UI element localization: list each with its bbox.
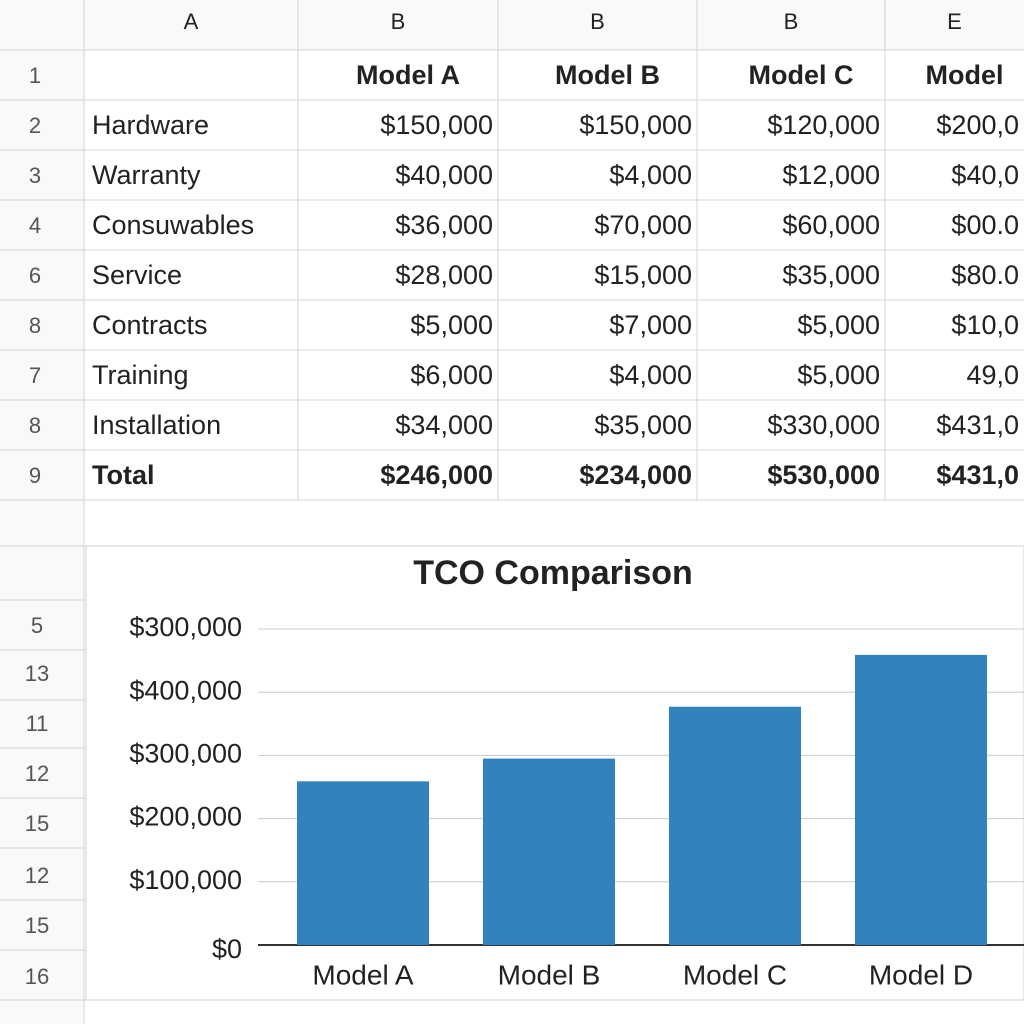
bar: [483, 758, 615, 945]
cell-value: $431,0: [936, 410, 1019, 440]
column-header: B: [590, 9, 605, 34]
cell-value: $246,000: [380, 460, 493, 490]
cell-value: $70,000: [594, 210, 692, 240]
row-number: 16: [25, 964, 49, 989]
cell-value: $530,000: [767, 460, 880, 490]
y-tick-label: $400,000: [129, 675, 242, 705]
row-number: 6: [29, 263, 41, 288]
row-number: 11: [26, 711, 49, 736]
cell-value: $150,000: [579, 110, 692, 140]
cell-value: $80.0: [951, 260, 1019, 290]
x-tick-label: Model D: [869, 959, 973, 990]
cell-value: $10,0: [951, 310, 1019, 340]
row-header-bar: [0, 0, 84, 1024]
cell-value: $4,000: [609, 160, 692, 190]
cell-value: $40,000: [395, 160, 493, 190]
cell-value: $15,000: [594, 260, 692, 290]
column-title: Model A: [356, 60, 460, 90]
column-title: Model: [926, 60, 1004, 90]
cell-value: $5,000: [410, 310, 493, 340]
cell-value: $150,000: [380, 110, 493, 140]
y-tick-label: $300,000: [129, 739, 242, 769]
cell-value: $28,000: [395, 260, 493, 290]
row-number: 5: [31, 613, 43, 638]
cell-value: $5,000: [797, 310, 880, 340]
row-label: Consuwables: [92, 210, 254, 240]
y-tick-label: $300,000: [129, 612, 242, 642]
y-tick-label: $100,000: [129, 865, 242, 895]
chart-title: TCO Comparison: [413, 554, 693, 592]
row-label: Warranty: [92, 160, 201, 190]
bar: [669, 706, 801, 945]
x-tick-label: Model C: [683, 959, 787, 990]
cell-value: $34,000: [395, 410, 493, 440]
row-number: 3: [29, 163, 41, 188]
cell-value: $35,000: [594, 410, 692, 440]
row-number: 15: [25, 811, 49, 836]
cell-value: $330,000: [767, 410, 880, 440]
cell-value: $7,000: [609, 310, 692, 340]
cell-value: $00.0: [951, 210, 1019, 240]
row-number: 12: [25, 863, 49, 888]
bar: [297, 781, 429, 945]
column-header: A: [184, 9, 199, 34]
cell-value: $35,000: [782, 260, 880, 290]
column-header: B: [391, 9, 406, 34]
cell-value: $40,0: [951, 160, 1019, 190]
cell-value: $234,000: [579, 460, 692, 490]
cell-value: $6,000: [410, 360, 493, 390]
row-label: Hardware: [92, 110, 209, 140]
row-number: 4: [29, 213, 41, 238]
row-label: Total: [92, 460, 155, 490]
row-number: 8: [29, 313, 41, 338]
column-header-bar: [0, 0, 1024, 50]
row-label: Contracts: [92, 310, 208, 340]
row-number: 2: [29, 113, 41, 138]
cell-value: $36,000: [395, 210, 493, 240]
row-number: 7: [29, 363, 41, 388]
cell-value: $200,0: [936, 110, 1019, 140]
x-tick-label: Model B: [498, 959, 601, 990]
x-tick-label: Model A: [312, 959, 413, 990]
row-number: 8: [29, 413, 41, 438]
bar: [855, 654, 987, 945]
y-tick-label: $0: [212, 934, 242, 964]
y-tick-label: $200,000: [129, 802, 242, 832]
cell-value: $431,0: [936, 460, 1019, 490]
cell-value: $5,000: [797, 360, 880, 390]
column-title: Model B: [555, 60, 660, 90]
row-number: 9: [29, 463, 41, 488]
row-number: 13: [25, 661, 49, 686]
row-label: Service: [92, 260, 182, 290]
cell-value: $60,000: [782, 210, 880, 240]
cell-value: $12,000: [782, 160, 880, 190]
cell-value: $4,000: [609, 360, 692, 390]
row-number: 1: [29, 63, 41, 88]
cell-value: 49,0: [966, 360, 1019, 390]
column-title: Model C: [749, 60, 854, 90]
column-header: B: [784, 9, 799, 34]
row-number: 12: [25, 761, 49, 786]
cell-value: $120,000: [767, 110, 880, 140]
column-header: E: [947, 9, 962, 34]
row-label: Training: [92, 360, 189, 390]
row-number: 15: [25, 913, 49, 938]
row-label: Installation: [92, 410, 221, 440]
